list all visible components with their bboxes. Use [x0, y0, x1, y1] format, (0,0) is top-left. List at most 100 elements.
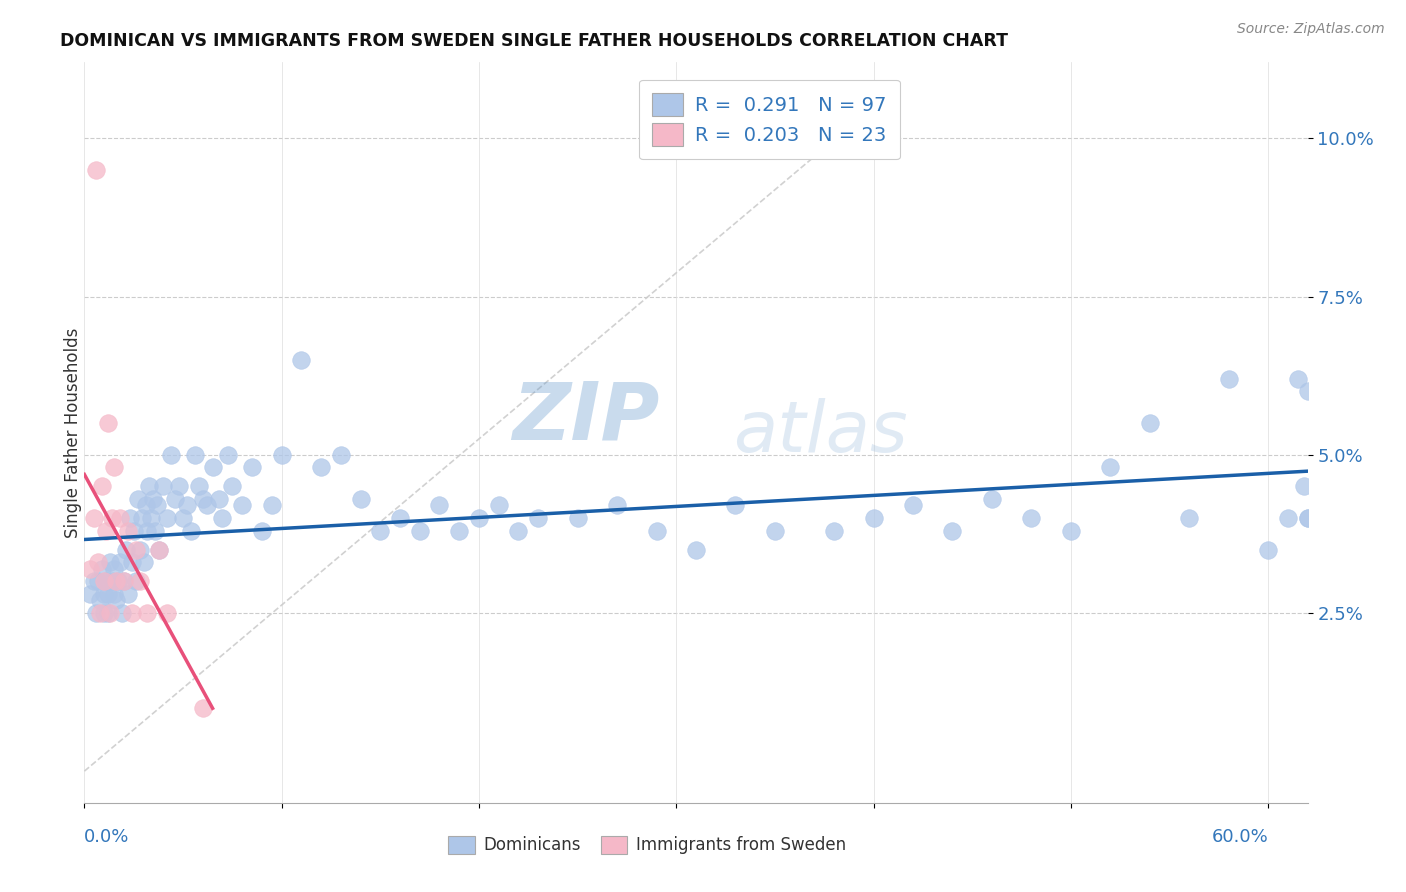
Point [221, 479, 243, 493]
Point [1296, 511, 1319, 525]
Point [141, 511, 163, 525]
Point [685, 542, 707, 557]
Point [108, 555, 131, 569]
Point [1099, 460, 1122, 475]
Point [980, 491, 1002, 506]
Point [97, 606, 120, 620]
Point [724, 499, 747, 513]
Point [91, 479, 114, 493]
Point [97, 587, 120, 601]
Point [468, 511, 491, 525]
Point [148, 542, 170, 557]
Point [527, 511, 550, 525]
Point [87, 574, 110, 589]
Point [103, 562, 125, 576]
Point [94, 524, 117, 538]
Point [156, 606, 179, 620]
Point [128, 542, 150, 557]
Point [172, 511, 194, 525]
Point [260, 499, 283, 513]
Point [270, 448, 292, 462]
Text: DOMINICAN VS IMMIGRANTS FROM SWEDEN SINGLE FATHER HOUSEHOLDS CORRELATION CHART: DOMINICAN VS IMMIGRANTS FROM SWEDEN SING… [60, 32, 1008, 50]
Point [823, 524, 845, 538]
Point [84, 163, 107, 178]
Point [645, 524, 668, 538]
Point [1286, 372, 1309, 386]
Point [1292, 479, 1315, 493]
Point [114, 542, 136, 557]
Point [138, 479, 160, 493]
Text: 60.0%: 60.0% [1212, 828, 1268, 847]
Point [122, 524, 145, 538]
Point [84, 606, 107, 620]
Point [103, 587, 125, 601]
Point [93, 606, 115, 620]
Point [901, 499, 924, 513]
Point [941, 524, 963, 538]
Text: atlas: atlas [733, 398, 907, 467]
Point [89, 606, 111, 620]
Point [184, 448, 207, 462]
Point [136, 524, 159, 538]
Point [1296, 511, 1319, 525]
Legend: Dominicans, Immigrants from Sweden: Dominicans, Immigrants from Sweden [441, 829, 852, 861]
Point [191, 491, 214, 506]
Point [112, 574, 135, 589]
Point [191, 701, 214, 715]
Point [117, 524, 139, 538]
Point [145, 524, 167, 538]
Point [1060, 524, 1083, 538]
Text: Source: ZipAtlas.com: Source: ZipAtlas.com [1237, 22, 1385, 37]
Point [488, 499, 510, 513]
Point [567, 511, 589, 525]
Point [117, 587, 139, 601]
Point [862, 511, 884, 525]
Text: ZIP: ZIP [512, 379, 659, 457]
Point [101, 574, 124, 589]
Point [79, 562, 101, 576]
Point [1257, 542, 1279, 557]
Point [195, 499, 218, 513]
Point [135, 499, 157, 513]
Point [180, 524, 202, 538]
Point [152, 479, 174, 493]
Point [103, 460, 125, 475]
Point [93, 587, 115, 601]
Point [98, 555, 121, 569]
Point [449, 524, 471, 538]
Point [83, 511, 105, 525]
Point [165, 491, 187, 506]
Point [250, 524, 273, 538]
Point [1139, 416, 1161, 430]
Point [217, 448, 239, 462]
Point [1277, 511, 1299, 525]
Point [429, 499, 451, 513]
Point [101, 511, 124, 525]
Point [131, 511, 153, 525]
Point [207, 491, 229, 506]
Point [98, 606, 121, 620]
Point [309, 460, 332, 475]
Point [121, 555, 143, 569]
Point [176, 499, 198, 513]
Point [148, 542, 170, 557]
Point [167, 479, 190, 493]
Point [290, 352, 312, 367]
Point [124, 574, 146, 589]
Point [91, 562, 114, 576]
Point [1021, 511, 1043, 525]
Point [97, 416, 120, 430]
Point [606, 499, 628, 513]
Point [111, 606, 134, 620]
Point [94, 574, 117, 589]
Point [329, 448, 352, 462]
Text: 0.0%: 0.0% [84, 828, 129, 847]
Point [104, 593, 127, 607]
Point [107, 574, 129, 589]
Point [132, 555, 155, 569]
Point [156, 511, 179, 525]
Y-axis label: Single Father Households: Single Father Households [65, 327, 82, 538]
Point [93, 574, 115, 589]
Point [763, 524, 786, 538]
Point [1218, 372, 1240, 386]
